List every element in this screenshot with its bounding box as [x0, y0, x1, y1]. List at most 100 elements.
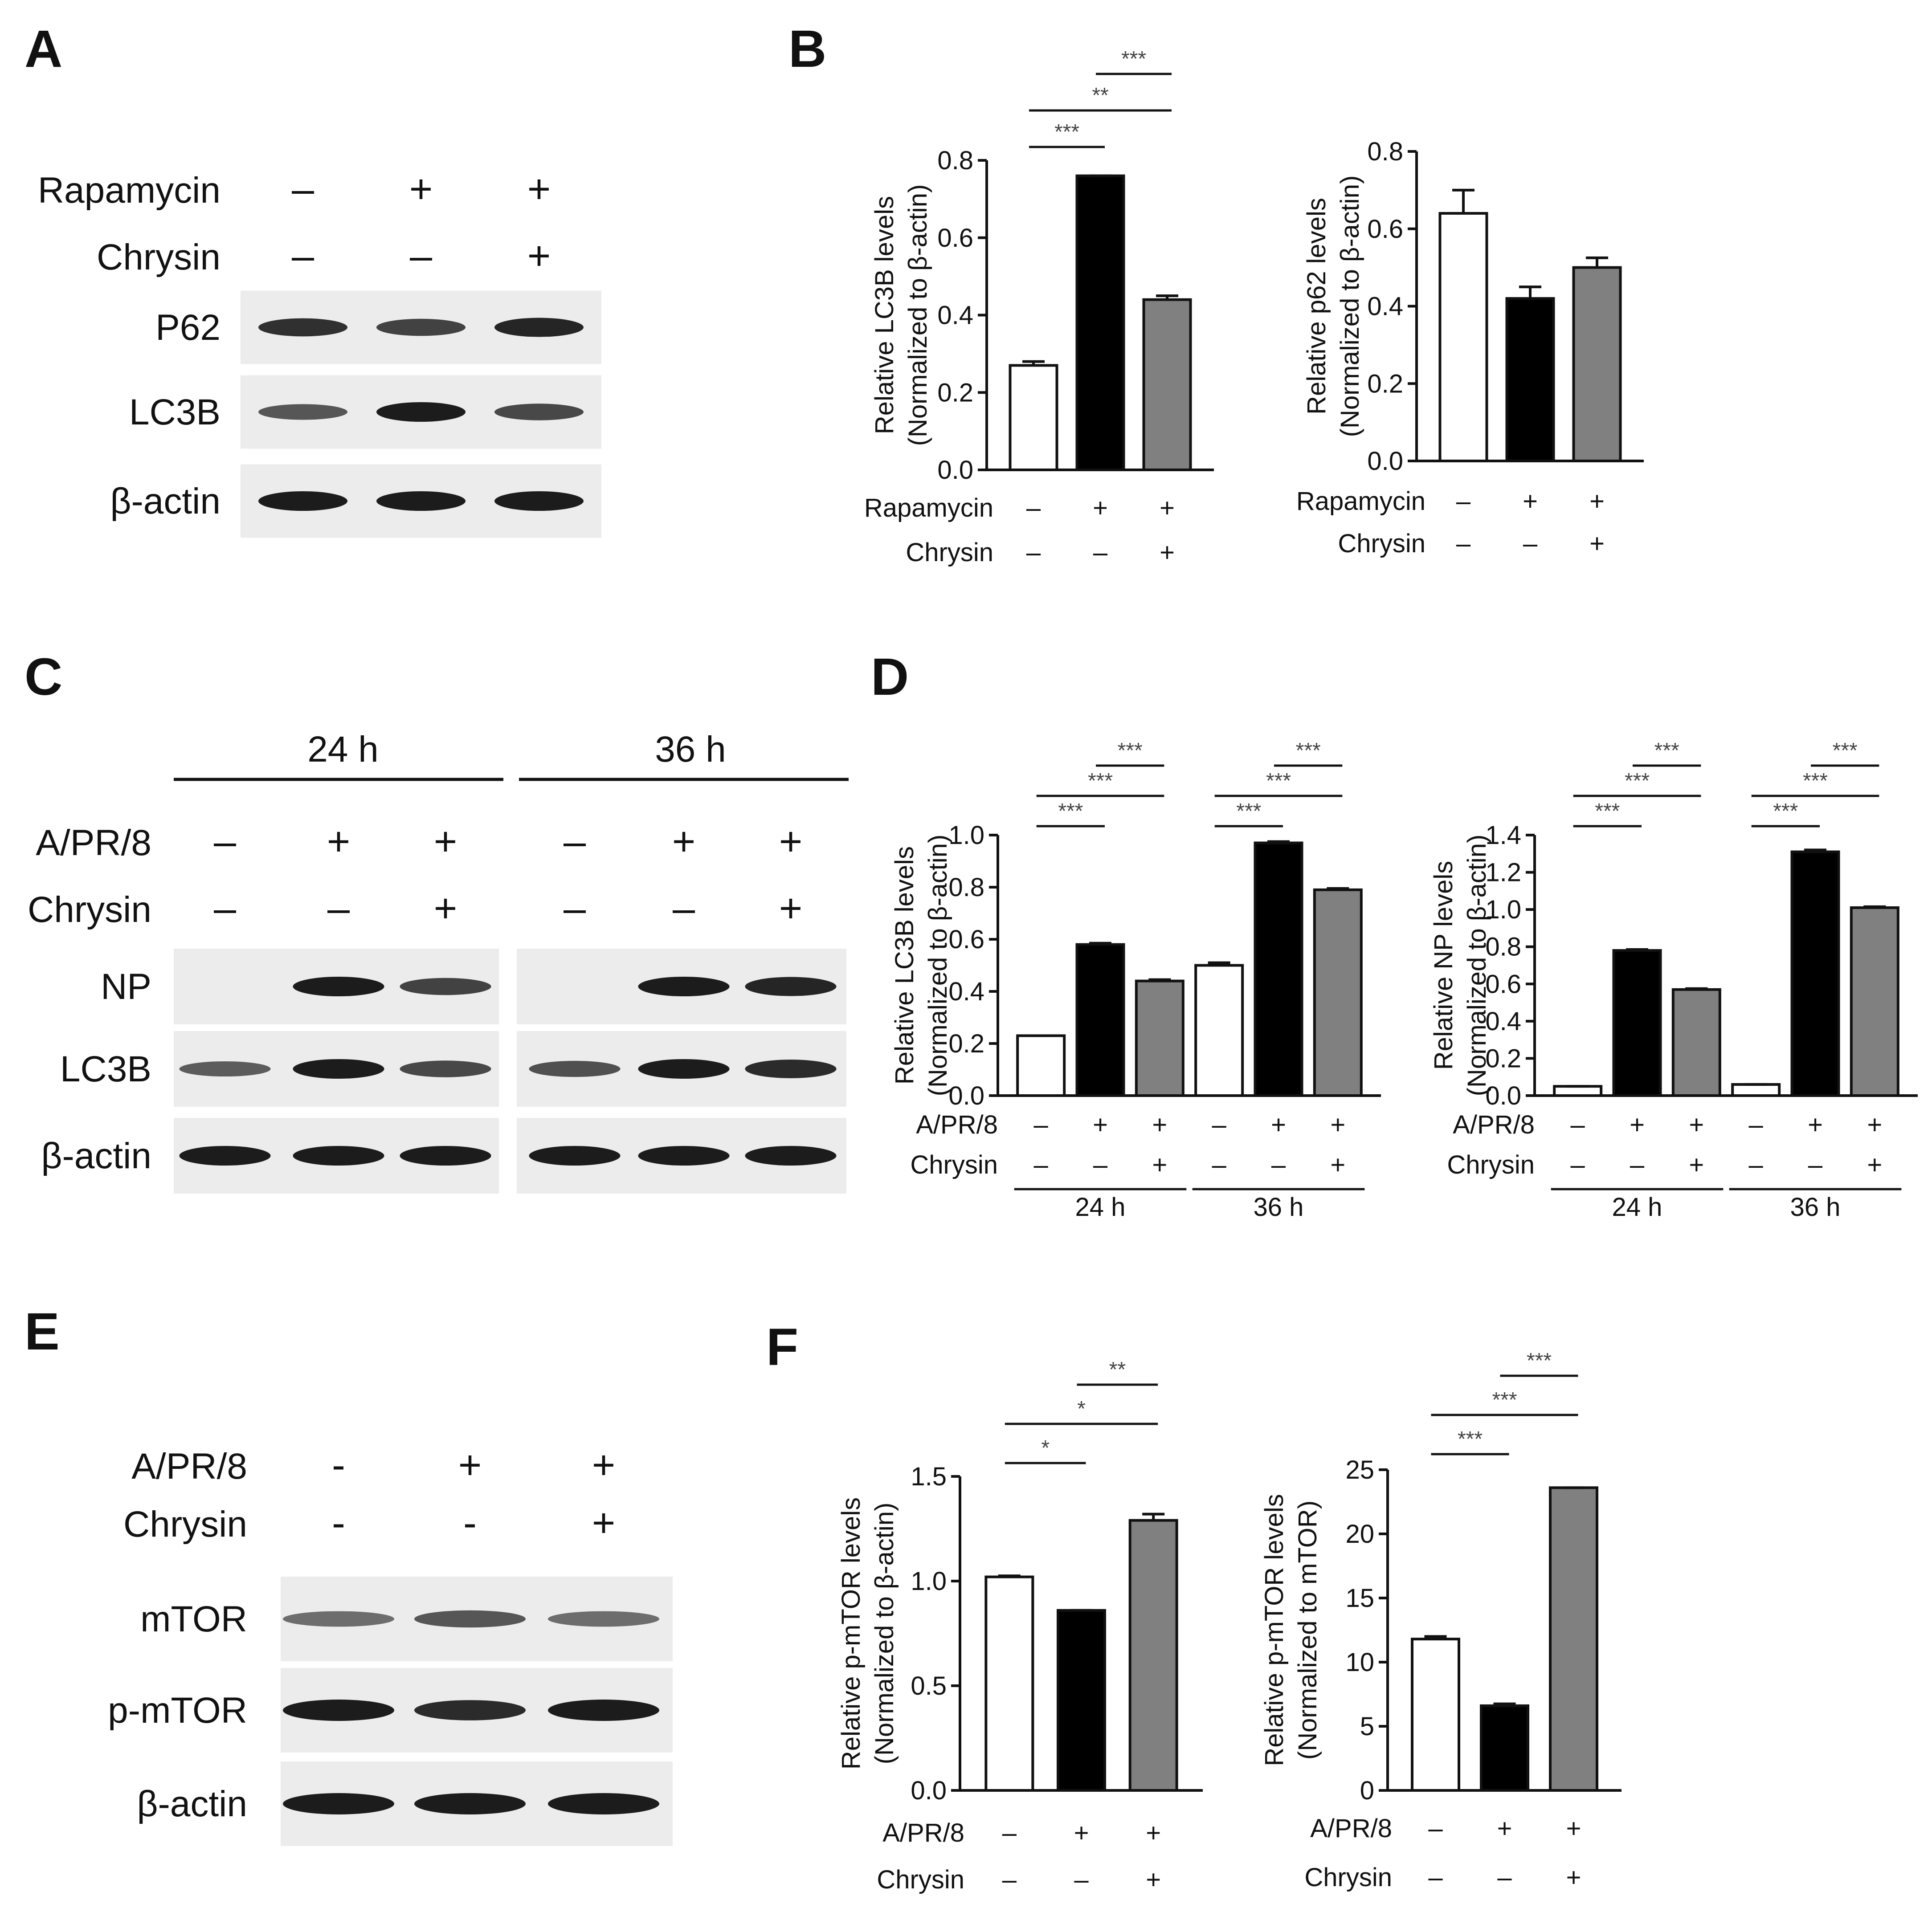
- condition-sign: +: [1867, 1150, 1882, 1179]
- y-axis-label: (Normalized to β-actin): [1336, 175, 1364, 437]
- significance-stars: *: [1077, 1397, 1086, 1421]
- y-axis-label: Relative NP levels: [1429, 861, 1458, 1070]
- blot-condition-sign: –: [214, 819, 237, 864]
- blot-row-label: p-mTOR: [108, 1690, 247, 1731]
- condition-sign: +: [1523, 487, 1538, 516]
- y-tick-label: 0.6: [1485, 970, 1521, 999]
- condition-label: A/PR/8: [916, 1110, 998, 1139]
- significance-stars: ***: [1773, 799, 1798, 823]
- condition-sign: +: [1160, 493, 1175, 522]
- bar: [1505, 297, 1555, 462]
- bar: [1128, 1519, 1178, 1792]
- condition-label: Chrysin: [1338, 529, 1426, 558]
- condition-sign: +: [1689, 1110, 1704, 1139]
- condition-sign: +: [1330, 1150, 1345, 1179]
- panel-letter-d: D: [871, 648, 909, 706]
- blot-row-label: mTOR: [140, 1599, 247, 1639]
- condition-sign: +: [1330, 1110, 1345, 1139]
- condition-label: Chrysin: [877, 1865, 964, 1894]
- y-axis-label: Relative LC3B levels: [890, 846, 919, 1084]
- blot-band: [376, 402, 466, 422]
- blot-row-label: β-actin: [137, 1784, 247, 1824]
- condition-sign: +: [1589, 487, 1605, 516]
- blot-band: [414, 1700, 526, 1720]
- blot-condition-sign: +: [779, 886, 803, 931]
- significance-stars: ***: [1058, 799, 1083, 823]
- group-label: 36 h: [1790, 1193, 1841, 1222]
- y-tick-label: 0.4: [1367, 292, 1403, 321]
- blot-group-label: 24 h: [307, 729, 379, 770]
- condition-sign: –: [1093, 1150, 1108, 1179]
- blot-band: [529, 1060, 621, 1077]
- condition-sign: –: [1002, 1818, 1017, 1847]
- condition-sign: –: [1034, 1110, 1049, 1139]
- condition-label: Rapamycin: [1296, 487, 1426, 516]
- condition-sign: –: [1074, 1865, 1089, 1894]
- y-tick-label: 0.2: [937, 378, 973, 407]
- significance-stars: ***: [1492, 1388, 1517, 1412]
- blot-band: [293, 1146, 384, 1166]
- y-tick-label: 0.6: [948, 925, 984, 954]
- blot-band: [258, 318, 347, 337]
- significance-stars: ***: [1118, 739, 1143, 762]
- y-tick-label: 0.2: [948, 1029, 984, 1058]
- condition-sign: –: [1749, 1150, 1764, 1179]
- panel-letter-e: E: [25, 1302, 60, 1361]
- condition-sign: +: [1271, 1110, 1286, 1139]
- chart-b-0: 0.0 0.2 0.4 0.6 0.8 Relative LC3B levels (Norm…: [864, 47, 1214, 567]
- blot-condition-sign: +: [409, 167, 433, 212]
- blot-band: [179, 1061, 271, 1077]
- condition-label: Chrysin: [1304, 1863, 1392, 1892]
- western-blot-c: 24 h 36 h A/PR/8 – + + – + + Chrysin – – + – – + NP LC3B β…: [28, 729, 849, 1194]
- blot-row-label: β-actin: [110, 481, 221, 522]
- bar: [1075, 174, 1125, 471]
- condition-sign: –: [1497, 1863, 1512, 1892]
- blot-band: [258, 404, 347, 420]
- bar: [984, 1575, 1034, 1792]
- y-tick-label: 0.6: [1367, 215, 1403, 244]
- blot-band: [494, 318, 584, 337]
- condition-sign: +: [1093, 493, 1108, 522]
- blot-condition-sign: –: [214, 886, 237, 931]
- blot-row-label: LC3B: [60, 1049, 151, 1089]
- blot-band: [745, 1060, 837, 1078]
- condition-sign: +: [1146, 1818, 1161, 1847]
- condition-label: Rapamycin: [864, 493, 993, 522]
- condition-sign: –: [1428, 1814, 1443, 1843]
- condition-sign: +: [1589, 529, 1605, 558]
- blot-band: [414, 1793, 526, 1814]
- condition-sign: –: [1749, 1110, 1764, 1139]
- significance-stars: ***: [1088, 769, 1113, 793]
- y-tick-label: 15: [1345, 1584, 1374, 1613]
- y-tick-label: 1.2: [1485, 858, 1521, 887]
- condition-sign: +: [1146, 1865, 1161, 1894]
- y-axis-label: Relative p-mTOR levels: [837, 1497, 866, 1769]
- blot-band: [745, 977, 837, 996]
- blot-band: [258, 491, 347, 511]
- blot-condition-sign: +: [592, 1501, 616, 1545]
- blot-condition-sign: +: [527, 167, 551, 212]
- blot-band: [529, 1146, 621, 1166]
- condition-sign: +: [1160, 538, 1175, 567]
- blot-condition-sign: +: [527, 234, 551, 278]
- condition-label: A/PR/8: [1310, 1814, 1392, 1843]
- y-axis-label: Relative LC3B levels: [870, 196, 899, 434]
- blot-band: [293, 977, 384, 996]
- condition-sign: +: [1566, 1814, 1581, 1843]
- y-axis-label: Relative p-mTOR levels: [1260, 1494, 1289, 1766]
- significance-stars: ***: [1625, 769, 1650, 793]
- blot-band: [494, 404, 584, 420]
- y-tick-label: 0.4: [937, 301, 973, 330]
- blot-condition-sign: -: [332, 1443, 345, 1488]
- y-tick-label: 0.8: [1485, 933, 1521, 962]
- significance-stars: ***: [1803, 769, 1828, 793]
- blot-condition-sign: +: [327, 819, 351, 864]
- blot-band: [293, 1059, 384, 1079]
- significance-stars: ***: [1236, 799, 1261, 823]
- y-tick-label: 25: [1345, 1455, 1374, 1484]
- significance-stars: ***: [1121, 47, 1146, 71]
- chart-d-3: 0.0 0.2 0.4 0.6 0.8 1.0 1.2 1.4 Relative NP leve…: [1429, 739, 1918, 1222]
- blot-band: [414, 1610, 526, 1628]
- significance-stars: **: [1092, 84, 1108, 107]
